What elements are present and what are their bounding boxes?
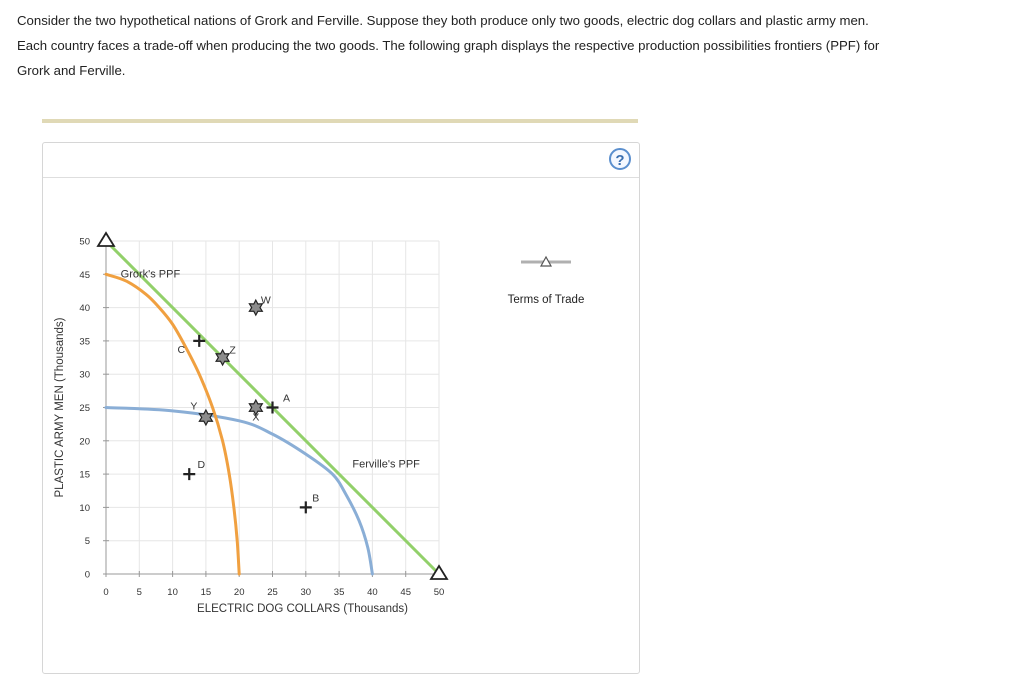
x-tick-label: 50 [434,587,445,598]
y-tick-label: 5 [85,536,90,547]
point-z-label: Z [229,345,236,357]
point-w-label: W [261,295,271,307]
x-tick-label: 45 [400,587,411,598]
x-tick-label: 20 [234,587,245,598]
trade-endpoint-triangle [96,231,116,247]
point-w-marker [248,298,264,317]
x-tick-label: 40 [367,587,378,598]
x-tick-label: 10 [167,587,178,598]
graph-panel-header: ? [43,143,639,178]
y-tick-label: 0 [85,570,90,581]
section-divider [42,119,638,123]
y-tick-label: 10 [79,503,90,514]
point-a-label: A [283,393,290,405]
legend-triangle-icon [539,255,553,267]
question-line-2: Each country faces a trade-off when prod… [17,38,880,53]
point-z-marker [215,348,231,367]
point-a-marker [266,401,279,414]
x-tick-label: 15 [201,587,212,598]
x-tick-label: 0 [103,587,108,598]
y-tick-label: 50 [79,237,90,248]
point-y-marker [198,408,214,427]
trade-endpoint-triangle [429,564,449,580]
x-axis-title: ELECTRIC DOG COLLARS (Thousands) [197,603,408,615]
y-tick-label: 40 [79,303,90,314]
x-tick-label: 25 [267,587,278,598]
help-icon[interactable]: ? [609,148,631,170]
point-b-marker [299,501,312,514]
ppf-chart: 0 5 10 15 20 25 30 35 40 45 50 0 5 10 15 20 25 30 35 40 45 50… [54,231,585,615]
ferville-ppf-curve [104,406,374,576]
point-c-label: C [177,344,185,356]
y-tick-label: 35 [79,336,90,347]
y-tick-label: 45 [79,270,90,281]
question-text: Consider the two hypothetical nations of… [17,8,1007,83]
y-tick-label: 15 [79,470,90,481]
x-tick-label: 35 [334,587,345,598]
grork-ppf-curve [104,272,241,576]
x-tick-label: 30 [301,587,312,598]
point-y-label: Y [190,400,197,412]
legend-label: Terms of Trade [508,294,585,306]
ferville-ppf-label: Ferville's PPF [352,458,420,470]
grork-ppf-label: Grork's PPF [121,269,181,281]
y-tick-label: 30 [79,370,90,381]
graph-panel: ? 0 5 10 15 20 25 30 35 40 45 50 0 5 10 15 20 25 30 35 40 45… [42,142,640,674]
point-x-marker [248,398,264,417]
point-c-marker [193,334,206,347]
y-axis-title: PLASTIC ARMY MEN (Thousands) [54,317,66,497]
point-x-label: X [252,412,259,424]
question-line-1: Consider the two hypothetical nations of… [17,13,869,28]
point-d-label: D [197,459,205,471]
y-tick-label: 20 [79,436,90,447]
point-d-marker [183,468,196,481]
question-line-3: Grork and Ferville. [17,63,126,78]
point-b-label: B [312,492,319,504]
x-tick-label: 5 [137,587,142,598]
y-tick-label: 25 [79,403,90,414]
